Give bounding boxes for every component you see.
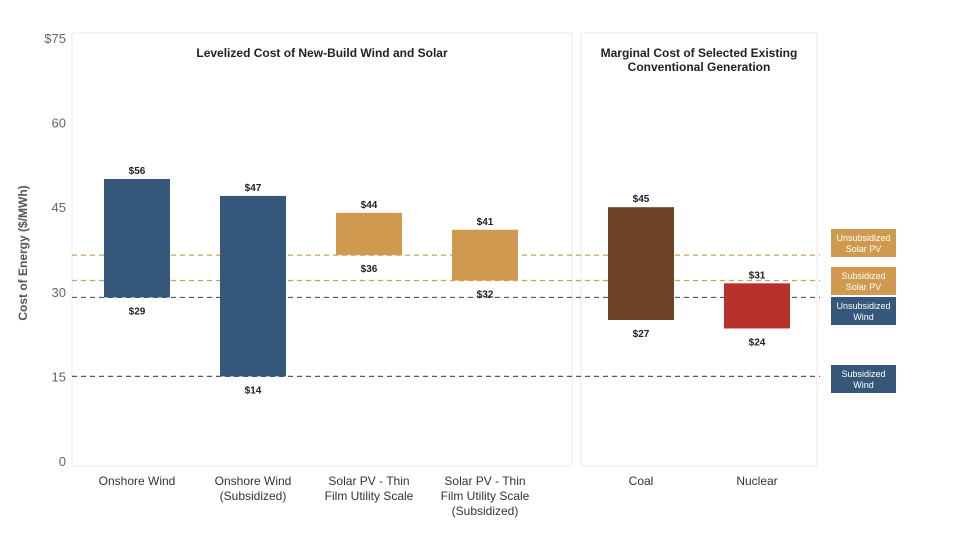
x-category-label: Nuclear <box>736 474 777 488</box>
bar-high-label: $41 <box>477 217 494 228</box>
bar-onshore-wind <box>104 179 170 298</box>
x-category-label: Film Utility Scale <box>325 489 414 503</box>
legend-box-subsidized-wind <box>831 365 896 393</box>
x-category-label: Coal <box>629 474 654 488</box>
bar-low-label: $32 <box>477 290 494 301</box>
bar-solar-pv-thin-film-utility-scale-subsidized <box>452 229 518 281</box>
x-category-label: Onshore Wind <box>215 474 292 488</box>
y-axis-ticks: 0 15 30 45 60 $75 <box>44 31 66 469</box>
bar-high-label: $31 <box>749 270 766 281</box>
y-tick-label: $75 <box>44 31 66 46</box>
legend-label: Unsubsidized <box>836 301 890 311</box>
legend-label: Wind <box>853 312 874 322</box>
panel-title: Conventional Generation <box>628 60 771 74</box>
bar-low-label: $14 <box>245 385 262 396</box>
legend-box-unsubsidized-wind <box>831 297 896 325</box>
x-category-label: Solar PV - Thin <box>328 474 409 488</box>
x-category-label: Film Utility Scale <box>441 489 530 503</box>
bar-nuclear <box>724 283 790 329</box>
bar-high-label: $44 <box>361 200 378 211</box>
legend-label: Subsidized <box>841 271 885 281</box>
panel-title: Marginal Cost of Selected Existing <box>601 46 798 60</box>
x-category-label: Onshore Wind <box>99 474 176 488</box>
legend-label: Solar PV <box>846 282 882 292</box>
y-tick-label: 0 <box>59 454 66 469</box>
y-tick-label: 15 <box>52 369 66 384</box>
bar-solar-pv-thin-film-utility-scale <box>336 212 402 256</box>
panel-title: Levelized Cost of New-Build Wind and Sol… <box>196 46 448 60</box>
bar-low-label: $24 <box>749 337 766 348</box>
bar-coal <box>608 207 674 320</box>
y-tick-label: 45 <box>52 200 66 215</box>
panel-frame <box>71 32 573 467</box>
legend-box-subsidized-solar-pv <box>831 267 896 295</box>
legend-label: Unsubsidized <box>836 233 890 243</box>
bars <box>104 179 790 377</box>
bar-onshore-wind-subsidized <box>220 195 286 377</box>
x-category-label: Solar PV - Thin <box>444 474 525 488</box>
panel-frame <box>580 32 818 467</box>
legend-label: Solar PV <box>846 244 882 254</box>
y-tick-label: 30 <box>52 285 66 300</box>
labels: Levelized Cost of New-Build Wind and Sol… <box>99 46 798 518</box>
bar-low-label: $29 <box>129 306 146 317</box>
legend-label: Subsidized <box>841 369 885 379</box>
x-category-label: (Subsidized) <box>220 489 287 503</box>
panel-frames <box>71 32 818 467</box>
legend-label: Wind <box>853 380 874 390</box>
y-axis-label: Cost of Energy ($/MWh) <box>16 185 30 320</box>
bar-low-label: $27 <box>633 329 650 340</box>
y-tick-label: 60 <box>52 116 66 131</box>
bar-high-label: $47 <box>245 183 262 194</box>
legend-box-unsubsidized-solar-pv <box>831 229 896 257</box>
reference-lines <box>72 254 820 377</box>
bar-low-label: $36 <box>361 264 378 275</box>
bar-high-label: $45 <box>633 194 650 205</box>
bar-high-label: $56 <box>129 166 146 177</box>
x-category-label: (Subsidized) <box>452 504 519 518</box>
